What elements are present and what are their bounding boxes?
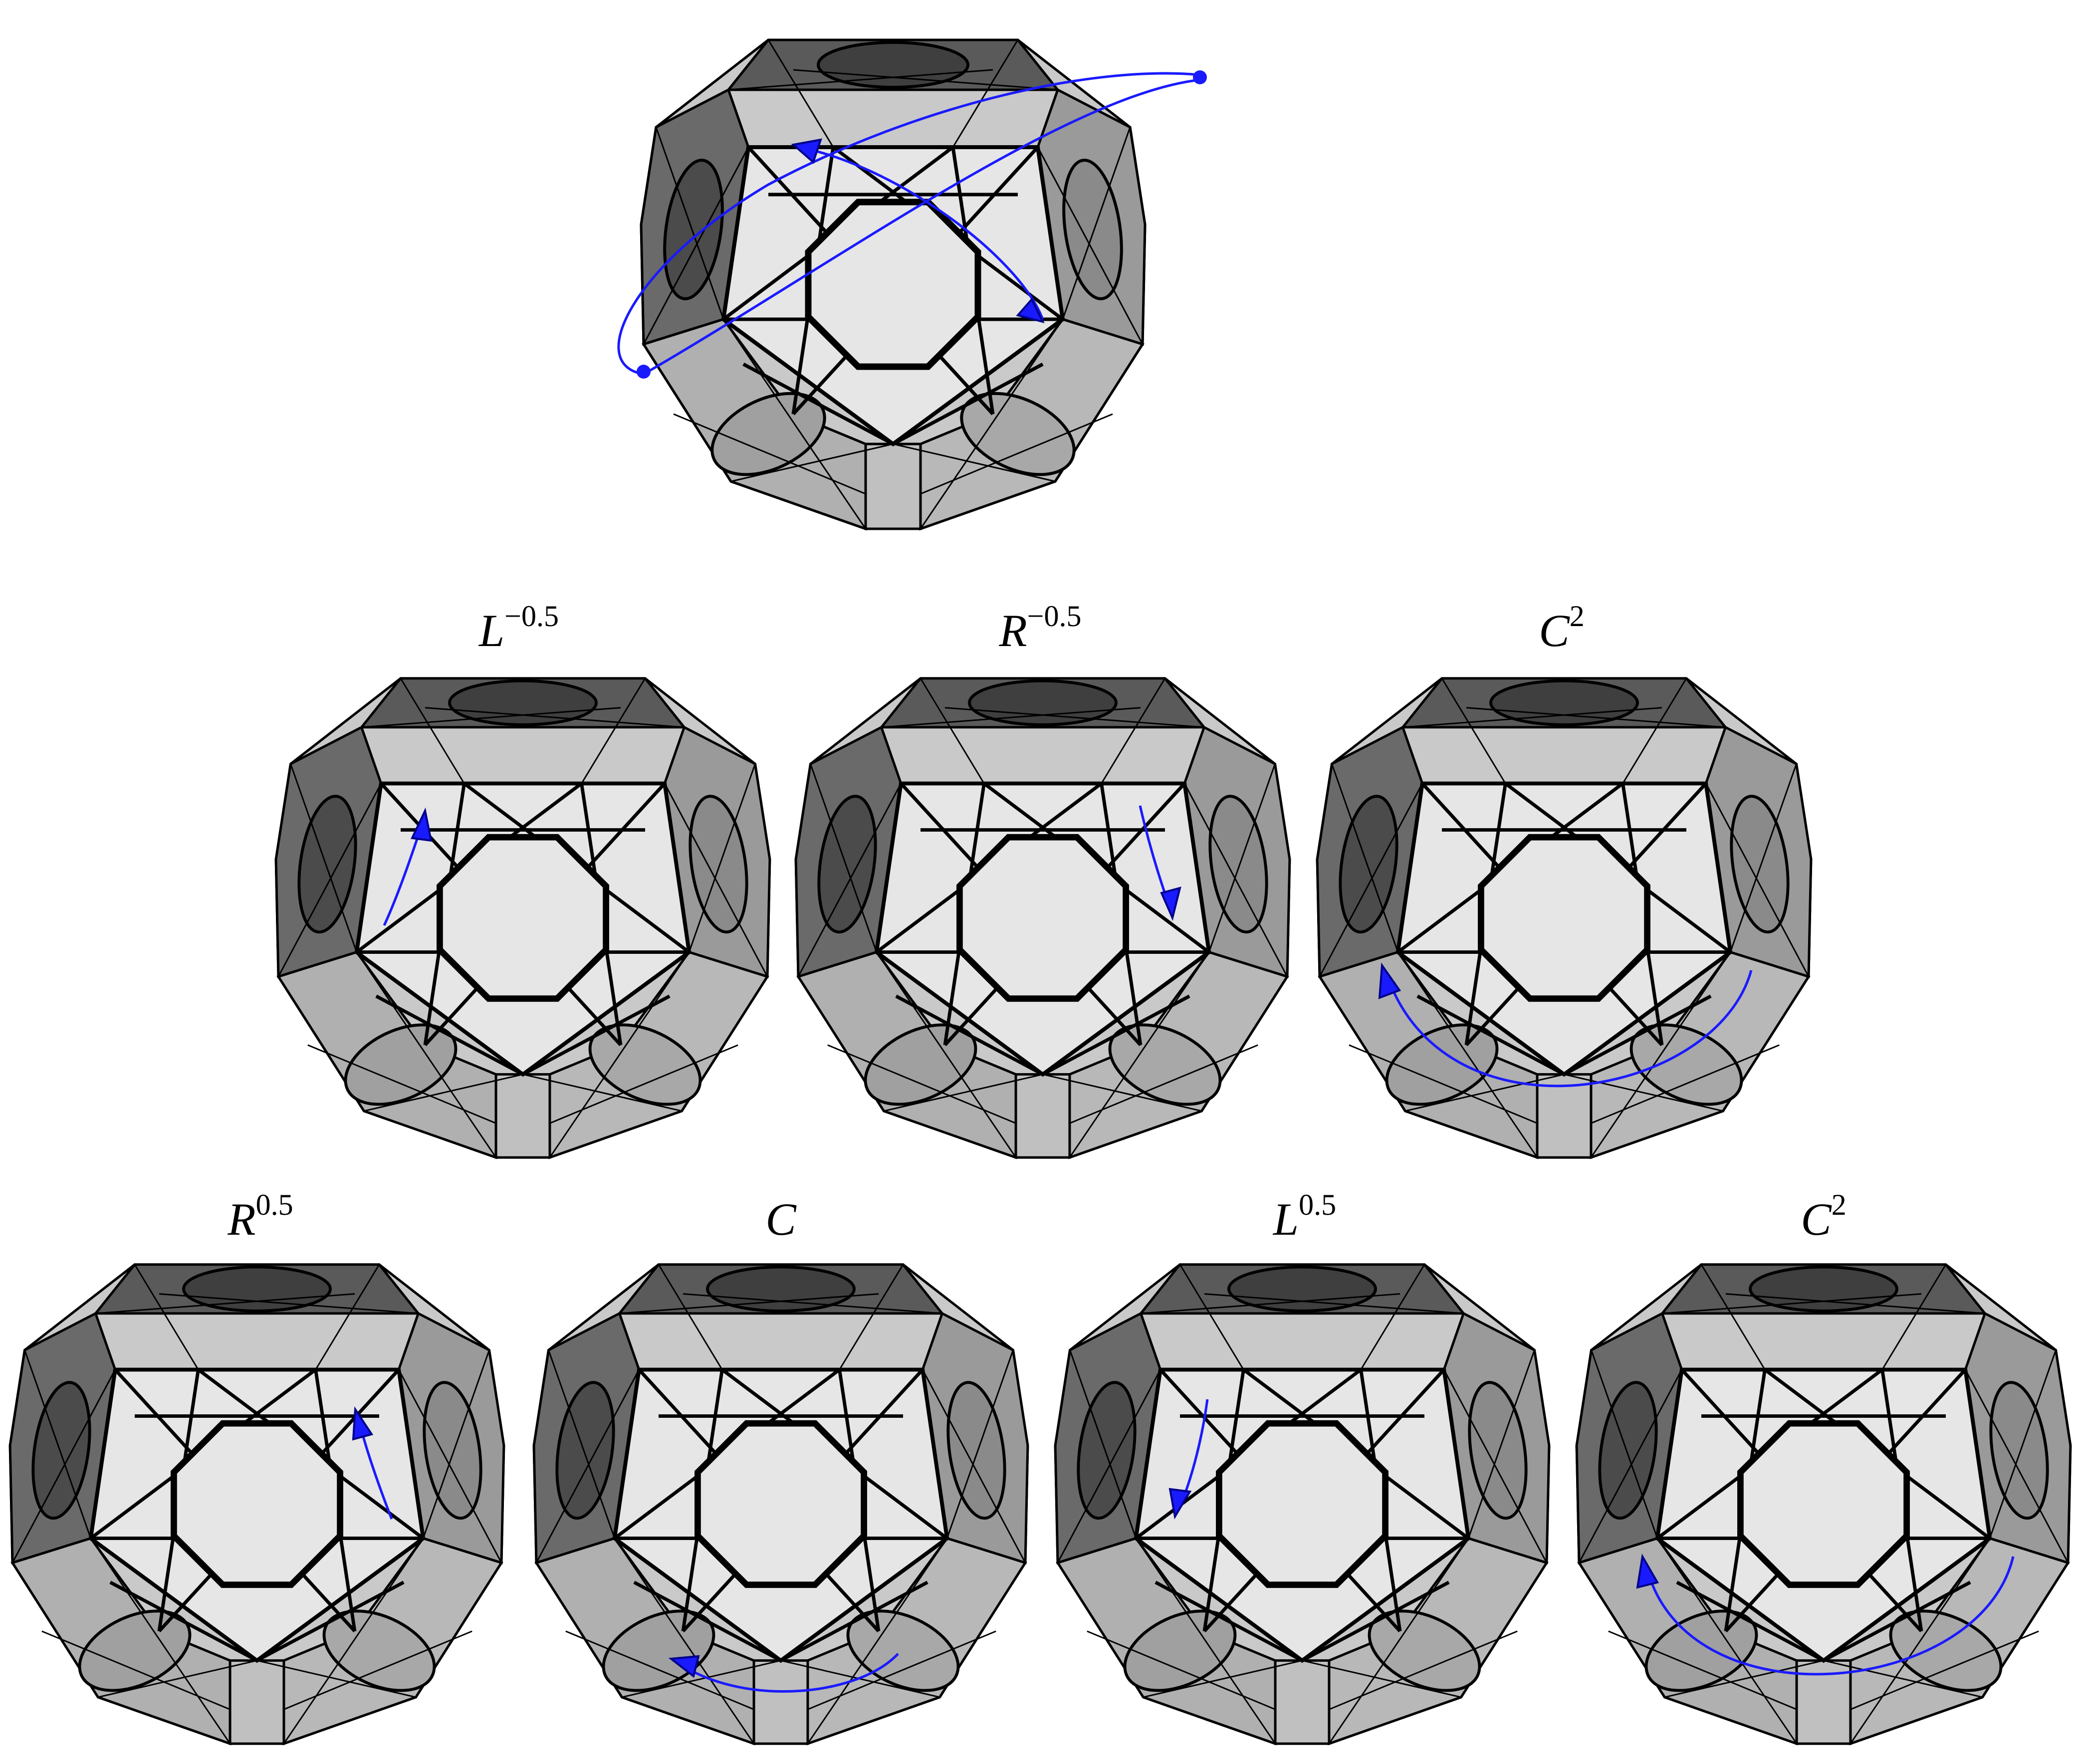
top-arrow-1 [643, 78, 1200, 376]
top-arrows [617, 70, 1207, 379]
panel-label: R0.5 [227, 1188, 293, 1245]
top-arrow-dot-1 [1193, 70, 1207, 84]
megaminx-puzzle-icon [1055, 1265, 1549, 1744]
top-puzzle [617, 40, 1207, 529]
panel-label: C2 [1539, 600, 1584, 656]
move-arrow [1386, 970, 1753, 1088]
panel-row-2-2: C [534, 1194, 1028, 1744]
move-arrow [1645, 1556, 2015, 1676]
megaminx-puzzle-icon [796, 678, 1290, 1157]
top-arrow-dot-2 [637, 365, 651, 379]
panel-label: L−0.5 [478, 600, 559, 656]
arrow-head [1378, 962, 1401, 999]
arrow-head [668, 1655, 700, 1678]
top-arrow-2-head-b [791, 138, 822, 164]
panel-row-1-3: C2 [1317, 600, 1811, 1157]
arrow-head [411, 807, 433, 842]
panel-row-2-4: C2 [1577, 1188, 2071, 1744]
move-arrow [683, 1653, 899, 1693]
panel-row-1-2: R−0.5 [796, 600, 1290, 1157]
panel-row-2-1: R0.5 [10, 1188, 504, 1744]
panel-row-2-3: L0.5 [1055, 1188, 1549, 1744]
megaminx-puzzle-icon [641, 40, 1145, 529]
arrow-head [1636, 1553, 1659, 1589]
arrow-head [352, 1406, 374, 1441]
panel-label: R−0.5 [998, 600, 1081, 656]
panel-label: C [765, 1194, 797, 1245]
arrow-head [1168, 1488, 1192, 1520]
megaminx-puzzle-icon [1577, 1265, 2071, 1744]
top-arrow-1-return [617, 72, 1200, 376]
megaminx-puzzle-icon [276, 678, 770, 1157]
megaminx-puzzle-icon [10, 1265, 504, 1744]
arrow-head [1160, 886, 1181, 921]
panel-row-1-1: L−0.5 [276, 600, 770, 1157]
megaminx-puzzle-icon [534, 1265, 1028, 1744]
panel-label: C2 [1801, 1188, 1846, 1245]
top-arrow-2-head-a [1016, 297, 1045, 324]
top-arrow-2 [798, 146, 1044, 320]
panel-label: L0.5 [1272, 1188, 1336, 1245]
